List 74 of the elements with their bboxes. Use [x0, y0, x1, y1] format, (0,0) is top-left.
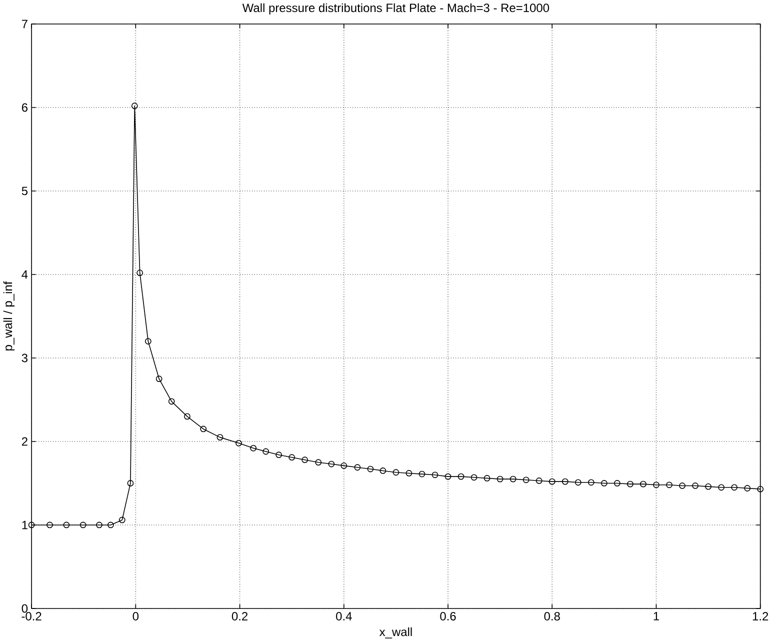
x-tick-label: 0 — [132, 612, 139, 621]
point — [444, 473, 452, 480]
y-tick-label: 7 — [22, 20, 28, 28]
point — [392, 469, 400, 476]
point — [731, 484, 738, 491]
point — [600, 480, 608, 487]
point — [418, 470, 426, 478]
point — [562, 478, 568, 485]
point — [510, 476, 516, 482]
point — [614, 480, 620, 487]
point — [236, 440, 242, 446]
point — [131, 102, 138, 110]
point — [640, 481, 646, 488]
y-tick-label: 6 — [22, 103, 28, 112]
point — [666, 482, 672, 488]
point — [653, 482, 660, 488]
x-axis-title: x_wall — [379, 627, 412, 639]
point — [470, 474, 478, 481]
x-tick-label: -0.2 — [22, 612, 42, 621]
point — [118, 516, 126, 524]
chart-title: Wall pressure distributions Flat Plate - Mach=3 - Re=1000 — [242, 3, 550, 15]
y-tick-label: 2 — [22, 437, 28, 446]
point — [216, 434, 224, 441]
point — [107, 522, 114, 528]
y-tick-label: 4 — [22, 270, 28, 279]
point — [496, 476, 504, 482]
point — [63, 522, 70, 528]
point — [200, 426, 207, 432]
point — [156, 376, 162, 382]
point — [548, 478, 556, 485]
point — [458, 473, 464, 480]
x-tick-label: 0.6 — [440, 612, 456, 621]
y-tick-label: 3 — [22, 354, 28, 362]
point — [406, 470, 412, 477]
point — [484, 475, 490, 482]
point — [574, 479, 582, 486]
point — [432, 472, 438, 478]
y-tick-label: 1 — [22, 520, 28, 530]
point — [315, 459, 322, 466]
point — [262, 448, 269, 455]
x-tick-label: 0.2 — [232, 612, 248, 621]
point — [588, 479, 594, 486]
point — [80, 522, 86, 528]
point — [250, 445, 257, 452]
x-tick-label: 1.2 — [752, 612, 768, 620]
point — [46, 522, 53, 528]
x-tick-label: 0.4 — [336, 612, 352, 621]
point — [302, 456, 308, 464]
x-tick-label: 1 — [654, 612, 659, 620]
point — [184, 413, 190, 420]
point — [522, 476, 530, 484]
point — [679, 482, 686, 490]
point — [136, 270, 144, 276]
point — [367, 466, 374, 472]
point — [168, 398, 175, 405]
point — [718, 484, 724, 491]
point — [288, 454, 296, 461]
y-tick-label: 5 — [22, 186, 28, 196]
point — [340, 462, 348, 470]
point — [144, 338, 152, 345]
y-axis-title: p_wall / p_inf — [3, 281, 15, 351]
point — [354, 464, 361, 471]
x-tick-label: 0.8 — [544, 612, 560, 621]
point — [627, 481, 634, 488]
point — [127, 480, 134, 487]
y-tick-label: 0 — [22, 604, 28, 613]
point — [380, 468, 386, 474]
point — [328, 460, 335, 468]
point — [276, 452, 282, 458]
point — [692, 482, 698, 490]
point — [536, 478, 542, 484]
point — [96, 522, 102, 528]
point — [744, 485, 751, 492]
point — [705, 484, 712, 490]
